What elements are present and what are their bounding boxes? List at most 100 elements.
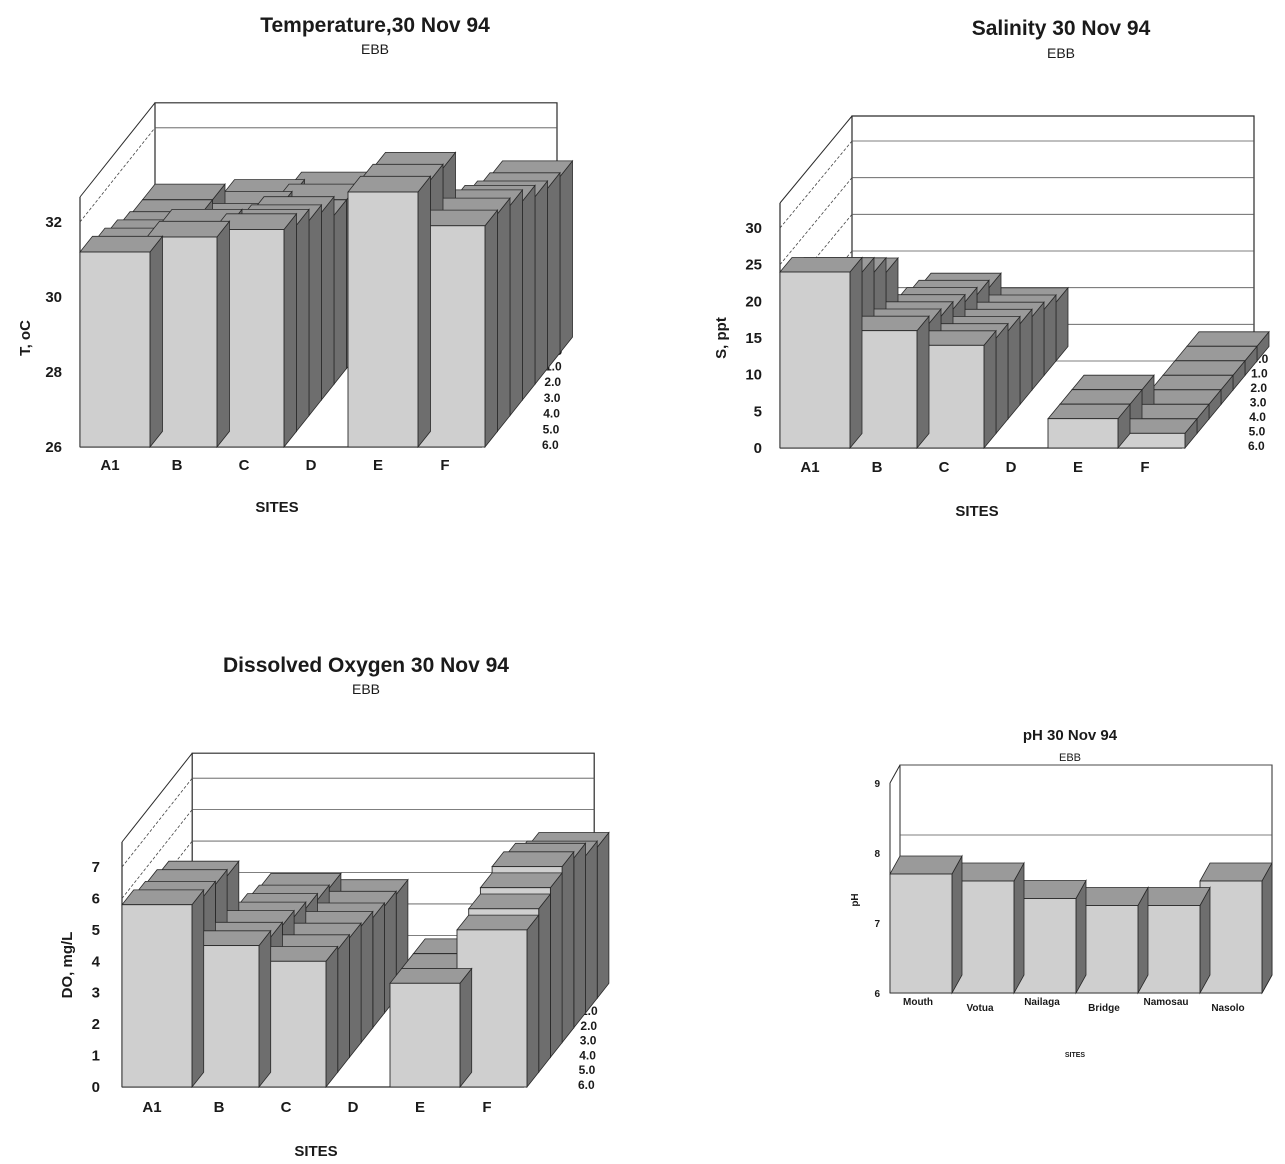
dissolved-oxygen-subtitle: EBB: [352, 681, 380, 697]
temperature-title: Temperature,30 Nov 94: [260, 14, 490, 37]
ph-category-label: Nailaga: [1024, 997, 1060, 1008]
ph-x-axis-label: SITES: [1065, 1052, 1086, 1059]
salinity-y-tick: 30: [745, 220, 762, 237]
ph-bar: [951, 861, 1025, 995]
dissolved-oxygen-y-tick: 5: [92, 922, 100, 939]
temperature-plot-area: 26283032A1BCDEF0.01.02.03.04.05.06.0: [45, 102, 574, 474]
temperature-y-axis-label: T, oC: [17, 320, 34, 356]
dissolved-oxygen-y-tick: 7: [92, 859, 100, 876]
temperature-category-label: A1: [100, 457, 119, 474]
temperature-depth-label: 6.0: [542, 438, 559, 452]
temperature-y-tick: 28: [45, 364, 62, 381]
temperature-subtitle: EBB: [361, 41, 389, 57]
temperature-x-axis-label: SITES: [255, 499, 298, 516]
salinity-y-tick: 15: [745, 330, 762, 347]
salinity-subtitle: EBB: [1047, 45, 1075, 61]
ph-title: pH 30 Nov 94: [1023, 727, 1118, 744]
dissolved-oxygen-x-axis-label: SITES: [294, 1143, 337, 1160]
salinity-category-label: A1: [800, 459, 819, 476]
ph-y-axis-label: pH: [850, 893, 861, 906]
dissolved-oxygen-y-tick: 1: [92, 1048, 100, 1065]
dissolved-oxygen-category-label: B: [214, 1099, 225, 1116]
ph-bar: [1137, 885, 1211, 995]
ph-category-label: Mouth: [903, 997, 933, 1008]
dissolved-oxygen-plot-area: 01234567A1BCDEF0.01.02.03.04.05.06.0: [92, 752, 610, 1116]
salinity-bars: [779, 256, 1270, 450]
ph-bar: [889, 854, 963, 995]
dissolved-oxygen-category-label: C: [281, 1099, 292, 1116]
dissolved-oxygen-bars: [121, 831, 610, 1089]
salinity-depth-label: 4.0: [1249, 410, 1266, 424]
salinity-y-tick: 0: [754, 440, 762, 457]
dissolved-oxygen-y-tick: 4: [92, 953, 101, 970]
dissolved-oxygen-depth-label: 6.0: [578, 1078, 595, 1092]
dissolved-oxygen-y-axis-label: DO, mg/L: [59, 932, 76, 999]
dissolved-oxygen-y-tick: 6: [92, 890, 100, 907]
dissolved-oxygen-y-tick: 0: [92, 1079, 100, 1096]
ph-bar: [1075, 885, 1149, 995]
dissolved-oxygen-y-tick: 3: [92, 985, 100, 1002]
temperature-y-tick: 26: [45, 439, 62, 456]
temperature-category-label: D: [306, 457, 317, 474]
salinity-depth-label: 3.0: [1250, 396, 1267, 410]
temperature-depth-label: 5.0: [543, 422, 560, 436]
dissolved-oxygen-depth-label: 3.0: [580, 1034, 597, 1048]
dissolved-oxygen-category-label: D: [348, 1099, 359, 1116]
dissolved-oxygen-bar: [389, 967, 473, 1089]
salinity-y-tick: 25: [745, 257, 762, 274]
salinity-bar: [1047, 403, 1131, 450]
ph-category-label: Nasolo: [1211, 1003, 1244, 1014]
dissolved-oxygen-depth-label: 2.0: [580, 1019, 597, 1033]
temperature-y-tick: 30: [45, 289, 62, 306]
salinity-y-tick: 10: [745, 367, 762, 384]
ph-y-tick: 9: [874, 779, 880, 790]
ph-category-label: Namosau: [1143, 997, 1188, 1008]
temperature-depth-label: 4.0: [543, 407, 560, 421]
dissolved-oxygen-y-tick: 2: [92, 1016, 100, 1033]
dissolved-oxygen-bar: [121, 888, 205, 1089]
salinity-depth-label: 1.0: [1251, 367, 1268, 381]
dissolved-oxygen-depth-label: 5.0: [579, 1063, 596, 1077]
dissolved-oxygen-category-label: F: [482, 1099, 491, 1116]
temperature-category-label: E: [373, 457, 383, 474]
ph-plot-area: 6 7 8 9 Mouth Votua Nailaga Bridge Namosau Nasolo: [874, 764, 1273, 1014]
temperature-chart: Temperature,30 Nov 94 EBB 26 28 30 32 A1 B C D E…: [17, 14, 574, 516]
salinity-category-label: E: [1073, 459, 1083, 476]
temperature-category-label: B: [172, 457, 183, 474]
salinity-category-label: C: [939, 459, 950, 476]
dissolved-oxygen-category-label: E: [415, 1099, 425, 1116]
temperature-category-label: C: [239, 457, 250, 474]
ph-y-tick: 6: [874, 989, 880, 1000]
temperature-bars: [79, 151, 574, 449]
ph-category-label: Bridge: [1088, 1003, 1120, 1014]
salinity-category-label: D: [1006, 459, 1017, 476]
ph-y-tick: 7: [874, 919, 880, 930]
salinity-category-label: B: [872, 459, 883, 476]
temperature-category-label: F: [440, 457, 449, 474]
salinity-y-tick: 20: [745, 293, 762, 310]
salinity-chart: Salinity 30 Nov 94 EBB 0 5 10 15 20 25 30 A1 B C D…: [713, 17, 1270, 520]
ph-chart: pH 30 Nov 94 EBB 6 7 8 9 Mouth Votua Nailaga Br…: [850, 727, 1273, 1059]
dissolved-oxygen-chart: Dissolved Oxygen 30 Nov 94 EBB 0 1 2 3 4 5 6 7 A…: [59, 654, 610, 1160]
salinity-depth-label: 5.0: [1249, 425, 1266, 439]
temperature-y-tick: 32: [45, 214, 62, 231]
ph-category-label: Votua: [966, 1003, 993, 1014]
temperature-depth-label: 2.0: [544, 375, 561, 389]
ph-y-tick: 8: [874, 849, 880, 860]
salinity-title: Salinity 30 Nov 94: [972, 17, 1151, 40]
dissolved-oxygen-depth-label: 4.0: [579, 1048, 596, 1062]
dissolved-oxygen-title: Dissolved Oxygen 30 Nov 94: [223, 654, 509, 677]
salinity-category-label: F: [1140, 459, 1149, 476]
ph-bar: [1013, 878, 1087, 995]
dissolved-oxygen-category-label: A1: [142, 1099, 161, 1116]
salinity-y-axis-label: S, ppt: [713, 317, 730, 359]
salinity-depth-label: 2.0: [1250, 381, 1267, 395]
salinity-depth-label: 6.0: [1248, 439, 1265, 453]
salinity-x-axis-label: SITES: [955, 503, 998, 520]
temperature-bar: [79, 235, 164, 449]
salinity-bar: [779, 256, 863, 450]
temperature-bar: [347, 175, 432, 449]
ph-bars: [889, 854, 1273, 995]
